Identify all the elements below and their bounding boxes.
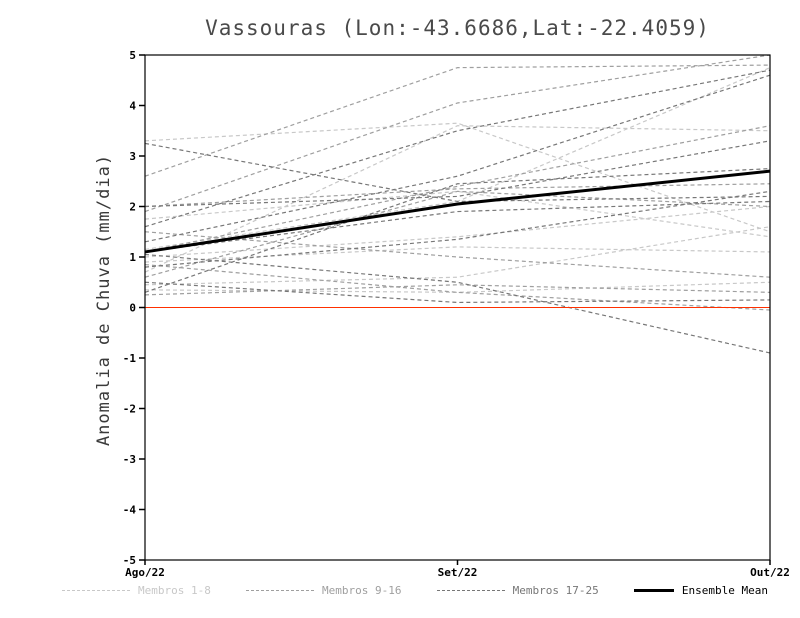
- y-tick-label: 4: [129, 100, 136, 113]
- ensemble-member-line: [144, 69, 771, 228]
- ensemble-member-line: [144, 190, 771, 238]
- ensemble-member-line: [144, 125, 771, 253]
- y-tick-label: 0: [129, 302, 136, 315]
- ensemble-member-line: [144, 205, 771, 258]
- ensemble-member-line: [144, 74, 771, 243]
- ensemble-member-line: [144, 281, 771, 304]
- y-tick-label: -1: [123, 352, 137, 365]
- legend-item-membros-9-16: Membros 9-16: [246, 584, 402, 597]
- ensemble-member-line: [144, 54, 771, 213]
- ensemble-member-line: [144, 253, 771, 354]
- chart-title: Vassouras (Lon:-43.6686,Lat:-22.4059): [205, 16, 710, 40]
- y-tick-label: 1: [129, 251, 136, 264]
- legend-label: Membros 9-16: [322, 584, 402, 597]
- ensemble-member-line: [144, 125, 771, 273]
- ensemble-member-line: [144, 183, 771, 208]
- solid-line-icon: [633, 589, 674, 592]
- y-tick-label: -4: [123, 504, 137, 517]
- y-tick-label: -3: [123, 453, 136, 466]
- x-tick-label: Out/22: [750, 566, 790, 579]
- ensemble-member-line: [144, 142, 771, 203]
- y-tick-label: -5: [123, 554, 136, 567]
- ensemble-mean-line: [144, 169, 771, 254]
- legend-item-membros-1-8: Membros 1-8: [62, 584, 211, 597]
- y-tick-label: -2: [123, 403, 136, 416]
- ensemble-member-line: [144, 64, 771, 177]
- dashed-line-icon: [62, 590, 130, 591]
- y-tick-label: 2: [129, 201, 136, 214]
- ensemble-member-line: [144, 122, 771, 233]
- ensemble-member-line: [144, 246, 771, 263]
- dashed-line-icon: [246, 590, 315, 591]
- legend-item-ensemble-mean: Ensemble Mean: [633, 584, 768, 597]
- ensemble-member-line: [144, 190, 771, 278]
- legend-item-membros-17-25: Membros 17-25: [436, 584, 599, 597]
- legend: Membros 1-8 Membros 9-16 Membros 17-25 E…: [62, 584, 768, 597]
- ensemble-member-line: [144, 200, 771, 253]
- x-tick-label: Set/22: [438, 566, 478, 579]
- x-tick-label: Ago/22: [125, 566, 165, 579]
- ensemble-member-line: [144, 284, 771, 296]
- legend-label: Ensemble Mean: [681, 584, 768, 597]
- y-tick-label: 3: [129, 150, 136, 163]
- legend-label: Membros 17-25: [512, 584, 599, 597]
- ensemble-member-line: [144, 168, 771, 293]
- ensemble-member-line: [144, 67, 771, 251]
- dashed-line-icon: [436, 590, 505, 591]
- ensemble-member-line: [144, 281, 771, 293]
- legend-label: Membros 1-8: [138, 584, 211, 597]
- y-tick-label: 5: [129, 49, 136, 62]
